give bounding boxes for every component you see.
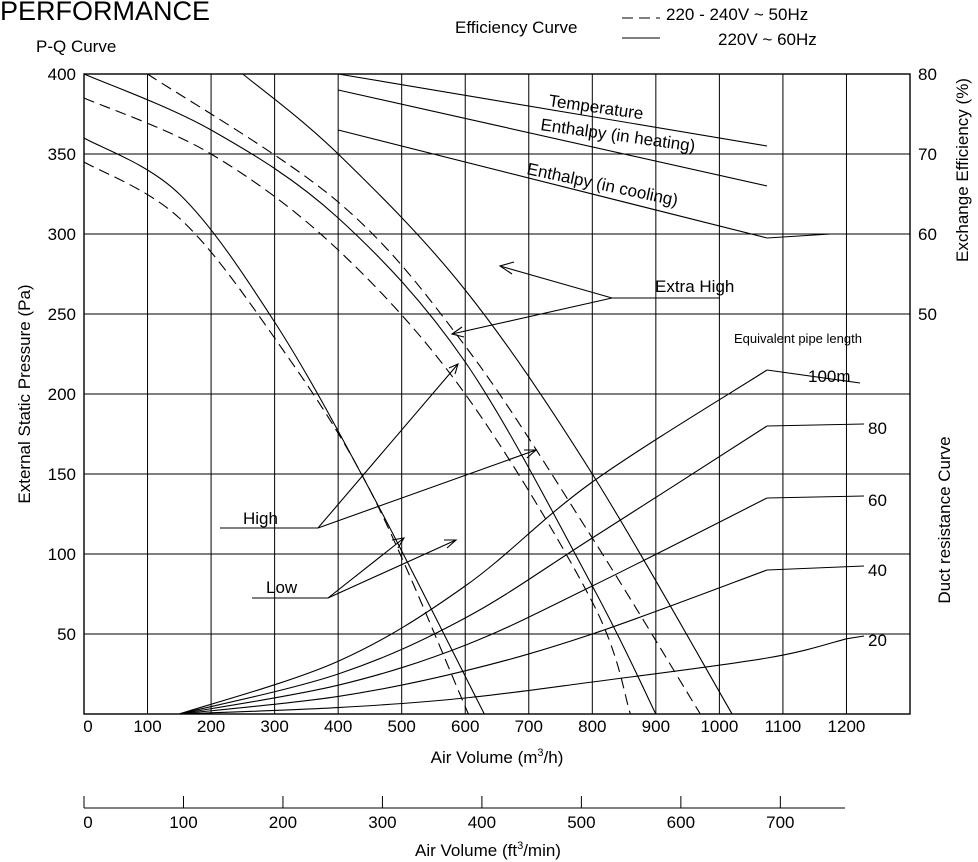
duct-curve-40 [179,569,768,715]
legend-dashed-label: 220 - 240V ~ 50Hz [666,5,808,24]
y2-axis-title: Exchange Efficiency (%) [953,78,972,262]
extra-high-arrowhead-2 [450,326,465,338]
high-arrowhead-2 [524,449,538,459]
pq-curve-high-50hz [83,97,631,715]
x-axis-ticks: 0 100 200 300 400 500 600 700 800 900 1000 1100 1200 [83,717,865,736]
high-arrowhead-1 [448,363,459,375]
grid [84,74,910,714]
y2-axis-ticks: 50 60 70 80 [918,65,937,324]
x-axis-title: Air Volume (m3/h) [431,747,564,767]
x2-tick-label: 400 [468,813,496,832]
x-tick-label: 700 [515,717,543,736]
x2-tick-label: 700 [766,813,794,832]
efficiency-curve-enthalpy-in-cooling [338,129,831,239]
x-tick-label: 1100 [765,717,802,736]
x-tick-label: 900 [642,717,670,736]
high-leader [220,363,459,529]
x2-tick-label: 0 [83,813,92,832]
x2-tick-label: 300 [368,813,396,832]
x-tick-label: 400 [324,717,352,736]
y2-tick-label: 70 [918,145,937,164]
label-extra-high: Extra High [655,277,734,296]
x-tick-label: 500 [388,717,416,736]
x-tick-label: 100 [133,717,161,736]
duct-label-leader-1 [767,423,865,427]
x2-axis-ticks: 0 100 200 300 400 500 600 700 [83,796,795,832]
label-high: High [243,509,278,528]
x-tick-label: 0 [83,717,92,736]
label-duct-20: 20 [868,631,887,650]
pq-curve-extra-high-50hz [147,73,701,715]
y-tick-label: 200 [48,385,76,404]
pq-curve-low-50hz [83,161,469,715]
duct-label-leader-2 [767,495,865,499]
y2-tick-label: 60 [918,225,937,244]
x2-tick-label: 600 [667,813,695,832]
low-arrowhead-2 [444,539,458,549]
chart-subtitle: P-Q Curve [36,37,116,56]
x-tick-label: 1200 [828,717,866,736]
legend-solid-label: 220V ~ 60Hz [718,30,817,49]
label-pipe-length-title: Equivalent pipe length [734,331,862,346]
label-duct-80: 80 [868,419,887,438]
y-tick-label: 400 [48,65,76,84]
label-low: Low [266,578,298,597]
duct-curve-60 [179,497,768,715]
y-axis-title: External Static Pressure (Pa) [15,284,34,503]
x-tick-label: 300 [260,717,288,736]
chart-title: PERFORMANCE [0,0,210,26]
x2-axis-title: Air Volume (ft3/min) [415,840,561,860]
y-tick-label: 50 [57,625,76,644]
annotation-leaders [220,261,720,599]
low-arrowhead-1 [391,537,406,549]
label-duct-40: 40 [868,561,887,580]
y-axis-ticks: 50 100 150 200 250 300 350 400 [48,65,76,644]
x2-tick-label: 200 [269,813,297,832]
x-tick-label: 800 [578,717,606,736]
duct-axis-title: Duct resistance Curve [935,436,954,603]
pq-curve-extra-high-60hz [242,73,733,715]
extra-high-arrowhead-1 [498,261,515,275]
y-tick-label: 150 [48,465,76,484]
curve-labels: Temperature Enthalpy (in heating) Enthal… [243,91,887,650]
plot-frame [83,73,911,715]
efficiency-curve-temperature [338,73,768,147]
pq-curve-low-60hz [83,137,485,715]
low-leader-2 [327,539,457,599]
label-enthalpy-cooling: Enthalpy (in cooling) [525,159,680,210]
x-tick-label: 600 [451,717,479,736]
y-tick-label: 100 [48,545,76,564]
y2-tick-label: 80 [918,65,937,84]
extra-high-leader-2 [451,297,613,335]
duct-curve-100m [179,369,768,715]
duct-label-leader-3 [767,565,865,571]
legend-title: Efficiency Curve [455,18,578,37]
curves [83,73,865,715]
x-tick-label: 200 [197,717,225,736]
label-duct-60: 60 [868,491,887,510]
duct-label-leader-0 [766,369,861,384]
duct-label-leader-4 [846,635,865,640]
x2-tick-label: 500 [567,813,595,832]
y2-tick-label: 50 [918,305,937,324]
duct-curve-20 [179,638,847,715]
x2-tick-label: 100 [169,813,197,832]
y-tick-label: 300 [48,225,76,244]
y-tick-label: 250 [48,305,76,324]
high-leader-2 [317,449,537,529]
x-tick-label: 1000 [700,717,738,736]
efficiency-curve-enthalpy-in-heating [338,89,768,187]
y-tick-label: 350 [48,145,76,164]
label-duct-100m: 100m [808,367,851,386]
duct-curve-80 [179,425,768,715]
